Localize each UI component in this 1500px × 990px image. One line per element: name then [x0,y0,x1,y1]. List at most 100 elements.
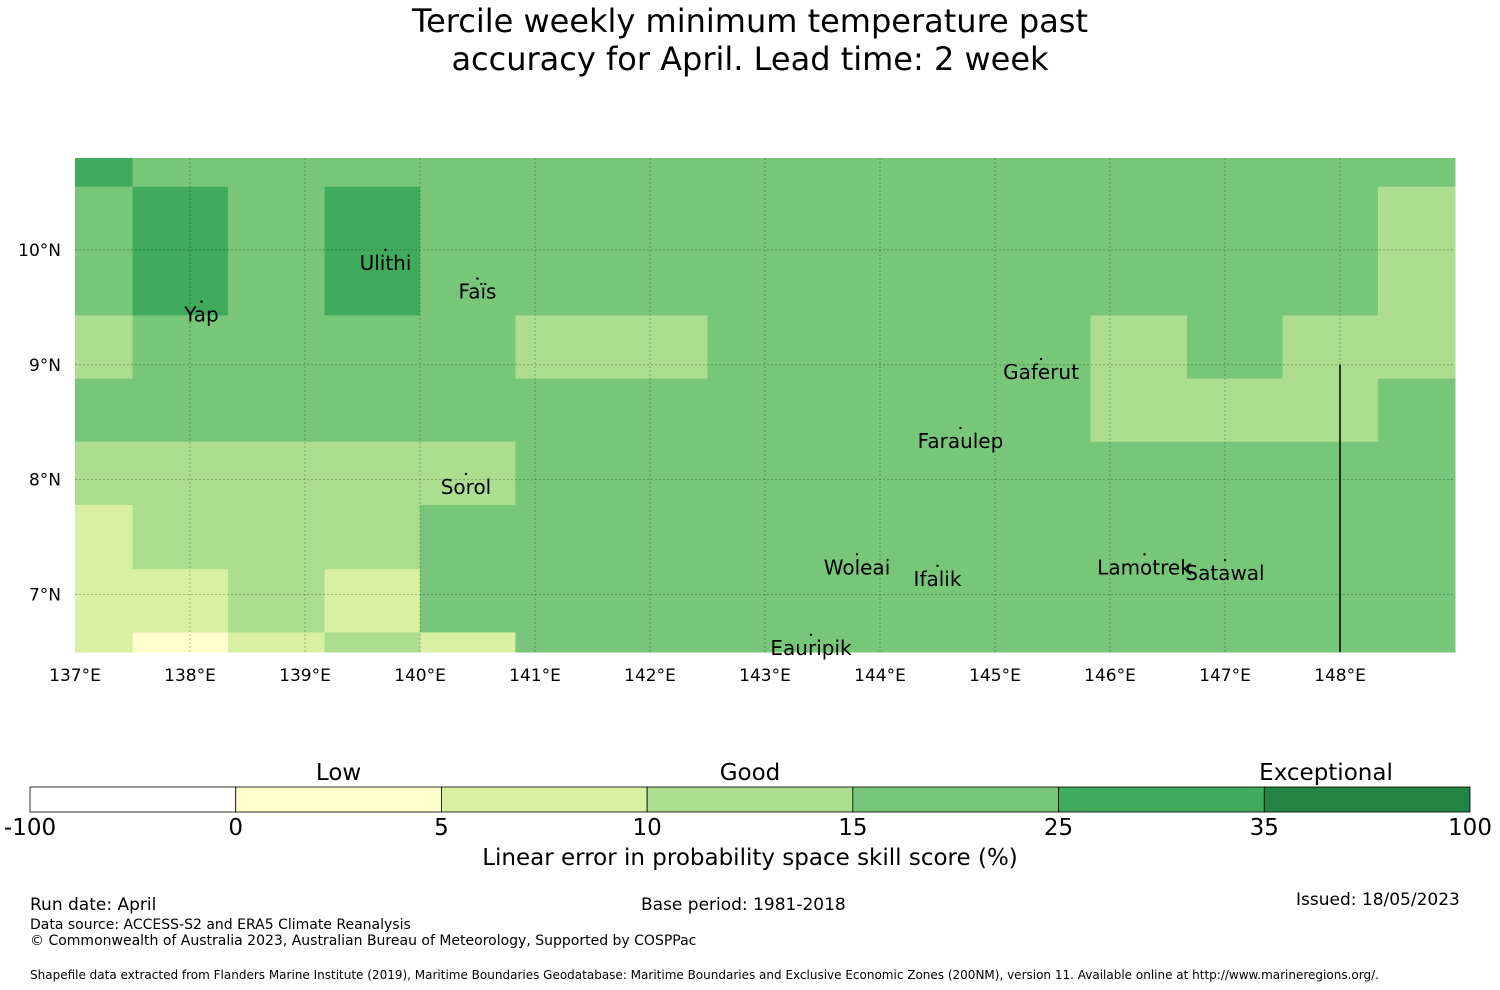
grid-cell [612,569,708,633]
grid-cell [995,315,1091,380]
grid-cell [75,569,133,633]
grid-cell [707,158,804,188]
grid-cell [612,441,708,506]
grid-cell [899,441,996,506]
grid-cell [324,441,421,506]
grid-cell [1090,441,1188,506]
grid-cell [707,186,804,316]
lon-tick-label: 148°E [1314,666,1366,686]
island-marker [476,277,479,280]
grid-cell [227,186,326,316]
island-label: Sorol [441,475,492,499]
grid-cell [227,569,326,633]
grid-cell [1090,632,1188,653]
grid-cell [75,186,133,316]
grid-cell [612,378,708,443]
colorbar-category-label: Low [315,760,362,786]
colorbar-tick-label: 10 [632,815,662,841]
island-label: Faraulep [918,429,1004,453]
grid-cell [420,441,516,506]
grid-cell [1282,632,1379,653]
grid-cell [515,158,613,188]
lat-tick-label: 9°N [29,356,61,376]
grid-cell [1282,569,1379,633]
grid-cell [1090,504,1188,570]
grid-cell [1187,378,1283,443]
colorbar-tick-label: 100 [1448,815,1492,841]
grid-cell [1282,504,1379,570]
grid-cell [515,504,613,570]
grid-cell [995,632,1091,653]
grid-cell [1090,158,1188,188]
grid-cell [132,378,229,443]
shapefile-credit: Shapefile data extracted from Flanders M… [30,968,1379,982]
grid-cell [995,441,1091,506]
grid-cell [1282,315,1379,380]
colorbar-segment [646,786,854,813]
grid-cell [132,504,229,570]
grid-cell [899,186,996,316]
grid-cell [707,504,804,570]
grid-cell [75,158,133,188]
colorbar [29,786,1471,813]
lon-tick-label: 143°E [739,666,791,686]
grid-cell [612,504,708,570]
lon-tick-label: 141°E [509,666,561,686]
grid-cell [420,504,516,570]
grid-cell [420,378,516,443]
grid-cell [1090,378,1188,443]
grid-cell [1377,186,1456,316]
skill-map: 137°E 138°E 139°E 140°E 141°E 142°E 143°E 144°E… [18,158,1456,686]
island-label: Ifalik [914,567,962,591]
grid-cell [515,378,613,443]
grid-cell [995,158,1091,188]
grid-cell [324,632,421,653]
data-source: Data source: ACCESS-S2 and ERA5 Climate … [30,917,411,933]
island-marker [809,633,813,636]
lat-tick-label: 7°N [29,586,61,606]
grid-cell [227,158,326,188]
grid-cell [515,569,613,633]
lat-tick-label: 8°N [29,471,61,491]
grid-cell [132,186,229,316]
grid-cell [420,315,516,380]
grid-cell [1377,504,1456,570]
colorbar-label: Linear error in probability space skill … [482,845,1018,871]
grid-cell [802,504,901,570]
grid-cell [1377,632,1456,653]
lon-tick-label: 142°E [624,666,676,686]
title-line-1: Tercile weekly minimum temperature past [411,2,1089,40]
grid-cell [995,378,1091,443]
grid-cell [1090,186,1188,316]
grid-cell [1377,441,1456,506]
base-period: Base period: 1981-2018 [641,895,846,915]
colorbar-tick-label: -100 [3,815,57,841]
grid-cell [612,632,708,653]
grid-cell [1377,569,1456,633]
grid-cell [1377,158,1456,188]
grid-cell [515,186,613,316]
grid-cell [420,158,516,188]
grid-cell [75,378,133,443]
grid-cell [1090,569,1188,633]
grid-cell [707,569,804,633]
colorbar-category-label: Good [719,760,781,786]
colorbar-tick-label: 0 [228,815,244,841]
grid-cell [707,632,804,653]
grid-cell [420,186,516,316]
grid-cell [132,158,229,188]
island-marker [1223,558,1227,562]
grid-cell [132,441,229,506]
grid-cell [802,158,901,188]
grid-cell [75,504,133,570]
colorbar-tick-label: 5 [434,815,449,841]
grid-cell [515,632,613,653]
lon-tick-label: 140°E [394,666,446,686]
island-label: Woleai [824,555,891,579]
grid-cell [132,315,229,380]
colorbar-segment [441,786,648,813]
lon-tick-label: 146°E [1084,666,1136,686]
island-label: Gaferut [1003,360,1079,384]
lon-tick-label: 137°E [49,666,101,686]
colorbar-segment [1263,786,1471,813]
